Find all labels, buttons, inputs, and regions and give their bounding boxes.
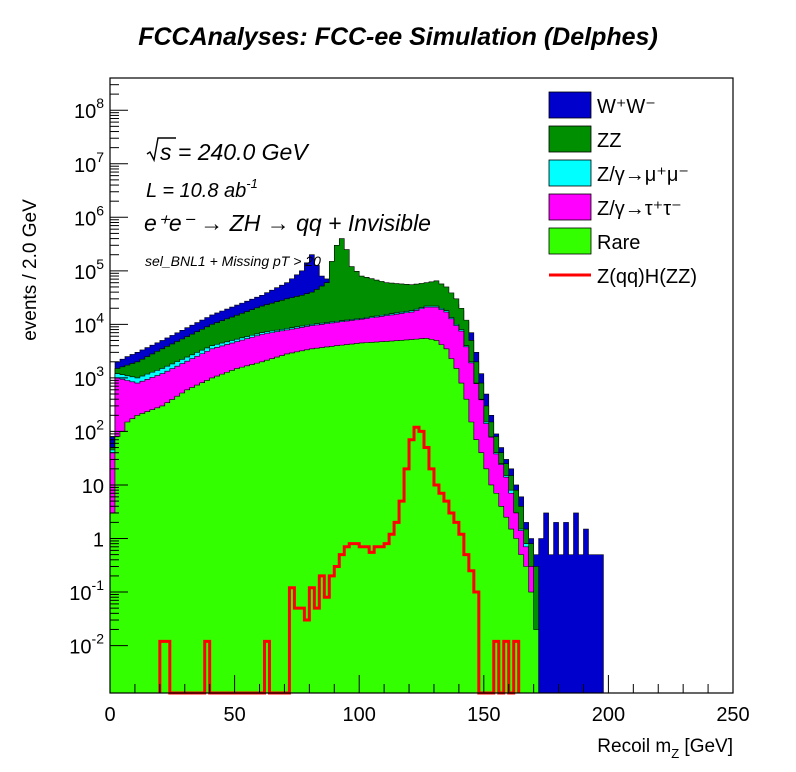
signal-line	[158, 425, 521, 695]
chart-title: FCCAnalyses: FCC-ee Simulation (Delphes)	[138, 23, 658, 51]
legend-label: Z/γ→τ⁺τ⁻	[597, 198, 682, 220]
x-tick-label: 50	[223, 704, 245, 726]
legend-swatch-z	[548, 193, 592, 221]
y-tick-base: 10	[74, 422, 96, 444]
y-tick-base: 1	[93, 529, 104, 551]
y-tick-base: 10	[82, 476, 104, 498]
y-tick-exp: 2	[96, 416, 104, 432]
legend-label: Rare	[597, 232, 640, 254]
y-tick-exp: 4	[96, 309, 104, 325]
annotation-selection: sel_BNL1 + Missing pT > 20	[145, 253, 321, 269]
y-tick-label: 10-1	[69, 577, 104, 605]
x-tick-label: 200	[592, 704, 625, 726]
legend-label: Z(qq)H(ZZ)	[597, 266, 697, 288]
y-tick-label: 108	[74, 95, 104, 123]
legend-label: ZZ	[597, 130, 621, 152]
y-tick-base: 10	[74, 155, 96, 177]
y-tick-base: 10	[69, 583, 91, 605]
annotation-energy: s = 240.0 GeV	[160, 139, 310, 165]
stacked-histogram	[109, 238, 609, 694]
annotation-lumi-exp: -1	[246, 176, 258, 191]
x-axis-label-unit: [GeV]	[679, 736, 733, 757]
y-tick-exp: 6	[96, 202, 104, 218]
x-tick-label: 250	[716, 704, 749, 726]
y-tick-base: 10	[74, 208, 96, 230]
legend: W⁺W⁻ ZZ Z/γ→μ⁺μ⁻ Z/γ→τ⁺τ⁻ Rare Z(qq)H(ZZ)	[548, 91, 697, 288]
y-tick-label: 102	[74, 416, 104, 444]
annotation-process: e⁺e⁻ → ZH → qq + Invisible	[144, 210, 431, 236]
annotation-sqrt-s: s	[160, 139, 172, 165]
sqrt-symbol	[146, 137, 176, 163]
y-tick-label: 103	[74, 363, 104, 391]
y-tick-base: 10	[74, 262, 96, 284]
y-tick-label: 1	[93, 529, 104, 551]
y-axis-label: events / 2.0 GeV	[20, 199, 41, 341]
y-tick-label: 104	[74, 309, 104, 337]
annotation-lumi-text: L = 10.8 ab	[146, 180, 246, 202]
legend-swatch-zz	[548, 125, 592, 153]
y-tick-label: 107	[74, 149, 104, 177]
y-tick-exp: 7	[96, 149, 104, 165]
x-tick-label: 100	[343, 704, 376, 726]
y-tick-exp: 5	[96, 256, 104, 272]
legend-swatch-z	[548, 159, 592, 187]
signal-histogram	[158, 425, 521, 695]
y-tick-base: 10	[74, 369, 96, 391]
x-tick-label: 0	[104, 704, 115, 726]
x-axis: 0 50 100 150 200 250	[104, 675, 750, 726]
y-tick-exp: -2	[92, 631, 105, 647]
y-tick-label: 10-2	[69, 631, 104, 659]
x-axis-label-main: Recoil m	[597, 736, 671, 757]
y-tick-base: 10	[69, 637, 91, 659]
x-axis-label-sub: Z	[671, 746, 679, 761]
x-tick-label: 150	[467, 704, 500, 726]
plot-frame	[109, 77, 734, 694]
x-axis-label: Recoil mZ [GeV]	[597, 736, 733, 761]
y-tick-label: 10	[82, 476, 104, 498]
legend-swatch-w-w	[548, 91, 592, 119]
legend-swatch-rare	[548, 227, 592, 255]
annotation-lumi: L = 10.8 ab-1	[146, 176, 258, 202]
y-tick-base: 10	[74, 315, 96, 337]
annotations: s = 240.0 GeV L = 10.8 ab-1 e⁺e⁻ → ZH → …	[144, 137, 431, 269]
y-tick-label: 106	[74, 202, 104, 230]
y-tick-label: 105	[74, 256, 104, 284]
stack-rare	[109, 337, 609, 694]
legend-label: W⁺W⁻	[597, 96, 656, 118]
y-tick-base: 10	[74, 101, 96, 123]
y-tick-exp: -1	[92, 577, 105, 593]
y-tick-exp: 8	[96, 95, 104, 111]
annotation-energy-value: = 240.0 GeV	[172, 139, 311, 165]
legend-label: Z/γ→μ⁺μ⁻	[597, 164, 689, 186]
y-tick-exp: 3	[96, 363, 104, 379]
